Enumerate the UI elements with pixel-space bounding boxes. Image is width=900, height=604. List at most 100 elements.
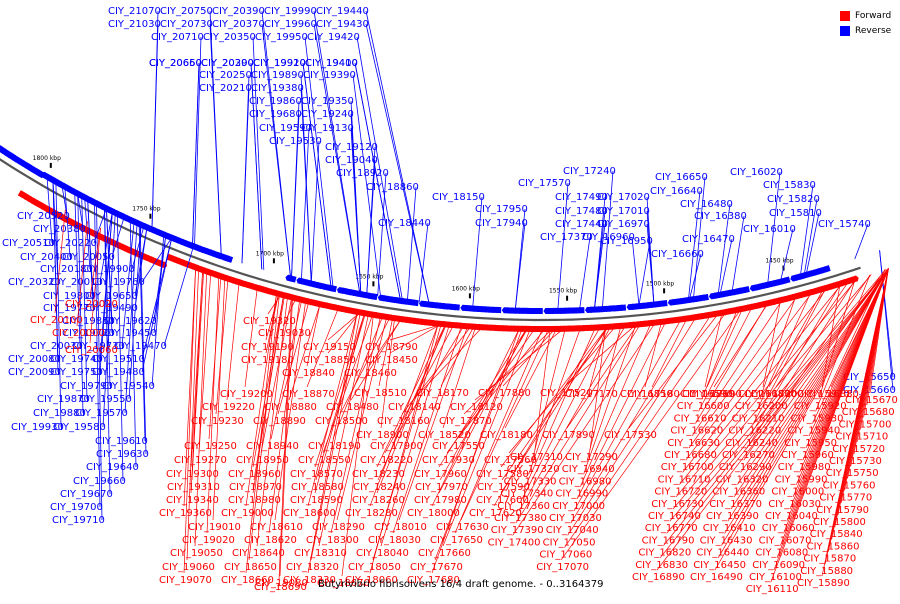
gene-label-forward: CIY_19270 [174, 455, 227, 466]
leader-line-forward [714, 268, 889, 571]
leader-line-forward [566, 325, 638, 429]
gene-label-forward: CIY_16100 [749, 572, 802, 583]
leader-line-reverse [854, 223, 869, 260]
leader-line-reverse [81, 195, 88, 400]
leader-line-reverse [52, 179, 59, 373]
leader-line-reverse [139, 224, 147, 455]
leader-line-forward [500, 327, 607, 468]
leader-line-forward [315, 314, 366, 481]
gene-label-reverse: CIY_20380 [33, 224, 86, 235]
gene-label-reverse: CIY_20400 [20, 252, 73, 263]
reverse-swatch [840, 25, 850, 36]
gene-label-forward: CIY_16790 [642, 535, 695, 546]
leader-line-reverse [129, 219, 137, 468]
gene-label-forward: CIY_16200 [735, 401, 788, 412]
leader-line-forward [534, 329, 551, 451]
leader-line-forward [770, 268, 889, 583]
leader-line-forward [682, 288, 827, 473]
leader-line-forward [701, 310, 738, 400]
gene-label-forward: CIY_15670 [845, 395, 898, 406]
reverse-feature [0, 144, 4, 153]
scale-tick [149, 213, 152, 219]
leader-line-forward [768, 289, 824, 388]
gene-label-reverse: CIY_20030 [30, 341, 83, 352]
gene-label-reverse: CIY_17440 [555, 219, 608, 230]
leader-line-forward [528, 329, 581, 475]
reverse-feature [701, 293, 709, 301]
gene-label-forward: CIY_18870 [282, 389, 335, 400]
gene-label-forward: CIY_18850 [303, 355, 356, 366]
gene-label-forward: CIY_16450 [693, 560, 746, 571]
gene-label-forward: CIY_18890 [253, 416, 306, 427]
gene-label-forward: CIY_17930 [422, 455, 475, 466]
gene-label-forward: CIY_16290 [719, 462, 772, 473]
leader-line-reverse [241, 87, 250, 264]
leader-line-forward [586, 326, 621, 463]
gene-label-reverse: CIY_16470 [682, 234, 735, 245]
leader-line-reverse [365, 10, 430, 304]
leader-line-forward [389, 324, 441, 341]
leader-line-reverse [291, 113, 300, 278]
gene-label-forward: CIY_17980 [414, 495, 467, 506]
gene-label-forward: CIY_19310 [167, 482, 220, 493]
scale-label: 1750 kbp [132, 206, 160, 213]
gene-label-forward: CIY_18900 [356, 430, 409, 441]
leader-line-reverse [261, 23, 291, 278]
reverse-feature [742, 286, 750, 293]
leader-line-forward [717, 268, 889, 558]
leader-line-reverse [99, 211, 113, 283]
gene-label-forward: CIY_15980 [778, 462, 831, 473]
leader-line-forward [456, 329, 545, 440]
gene-label-reverse: CIY_15820 [767, 194, 820, 205]
gene-label-reverse: CIY_17940 [475, 218, 528, 229]
gene-label-forward: CIY_16680 [664, 450, 717, 461]
leader-line-reverse [124, 222, 138, 414]
gene-label-forward: CIY_16090 [752, 560, 805, 571]
gene-label-reverse: CIY_19610 [95, 436, 148, 447]
gene-label-reverse: CIY_19400 [305, 58, 358, 69]
leader-line-forward [730, 268, 889, 510]
gene-label-reverse: CIY_19890 [251, 70, 304, 81]
leader-line-forward [521, 327, 611, 499]
gene-label-forward: CIY_18290 [312, 522, 365, 533]
leader-line-reverse [131, 225, 145, 270]
leader-line-forward [460, 329, 549, 521]
leader-line-forward [389, 324, 441, 354]
leader-line-forward [330, 316, 381, 534]
leader-line-forward [691, 300, 782, 436]
gene-label-forward: CIY_17580 [476, 469, 529, 480]
reverse-feature [494, 306, 502, 314]
gene-label-reverse: CIY_19570 [75, 408, 128, 419]
leader-line-reverse [87, 198, 94, 309]
leader-line-forward [314, 314, 365, 494]
leader-line-reverse [719, 238, 733, 294]
gene-label-forward: CIY_15730 [829, 456, 882, 467]
leader-line-forward [737, 268, 889, 485]
leader-line-reverse [514, 222, 526, 310]
legend-label-reverse: Reverse [855, 25, 892, 36]
gene-label-reverse: CIY_17570 [518, 178, 571, 189]
gene-label-forward: CIY_17560 [484, 455, 537, 466]
leader-line-reverse [377, 172, 387, 297]
gene-label-forward: CIY_15760 [823, 480, 876, 491]
leader-line-reverse [104, 207, 111, 495]
leader-line-forward [567, 315, 711, 536]
leader-line-forward [431, 329, 520, 574]
gene-label-forward: CIY_15960 [781, 450, 834, 461]
gene-label-reverse: CIY_16380 [694, 211, 747, 222]
gene-label-reverse: CIY_20320 [8, 277, 61, 288]
leader-line-forward [675, 279, 857, 498]
reverse-feature [782, 276, 791, 284]
gene-label-forward: CIY_16390 [706, 511, 759, 522]
leader-line-forward [762, 301, 781, 388]
leader-line-reverse [689, 253, 702, 299]
gene-label-forward: CIY_17670 [410, 562, 463, 573]
gene-label-reverse: CIY_16950 [600, 236, 653, 247]
leader-line-reverse [46, 176, 53, 244]
gene-label-forward: CIY_17190 [689, 389, 742, 400]
gene-label-reverse: CIY_19530 [269, 136, 322, 147]
leader-line-forward [339, 318, 390, 415]
leader-line-reverse [116, 213, 124, 482]
gene-label-forward: CIY_16720 [654, 487, 707, 498]
gene-label-forward: CIY_18790 [365, 342, 418, 353]
